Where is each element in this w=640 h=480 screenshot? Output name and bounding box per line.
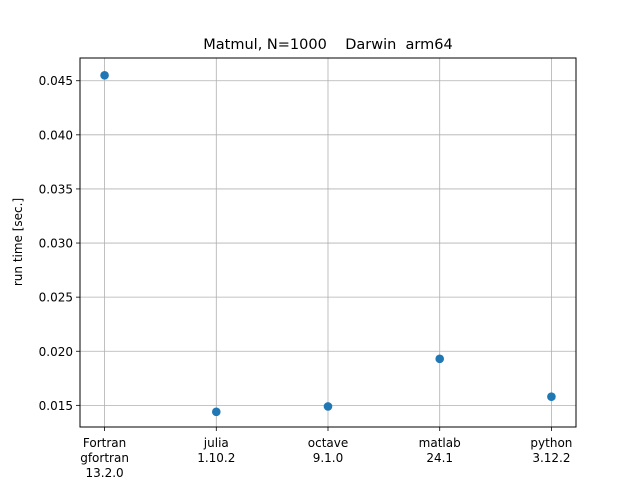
y-tick-label: 0.025 (39, 291, 73, 305)
grid-lines (80, 58, 576, 427)
y-tick-label: 0.015 (39, 399, 73, 413)
data-point (100, 71, 109, 80)
y-axis-label: run time [sec.] (11, 198, 25, 286)
x-tick-label: 9.1.0 (313, 451, 344, 465)
x-tick-label: gfortran (80, 451, 129, 465)
data-point (323, 402, 333, 411)
x-tick-label: julia (203, 436, 229, 450)
x-tick-label: 24.1 (426, 451, 453, 465)
data-points (100, 71, 556, 417)
y-axis-ticks: 0.015 0.020 0.025 0.030 0.035 0.040 0.045 (39, 74, 80, 413)
x-tick-label: 13.2.0 (85, 466, 123, 480)
data-point (211, 407, 221, 417)
data-point (547, 392, 556, 402)
x-tick-label: matlab (419, 436, 461, 450)
y-tick-label: 0.035 (39, 182, 73, 196)
plot-frame (79, 57, 577, 428)
x-tick-label: octave (308, 436, 348, 450)
y-tick-label: 0.020 (39, 345, 73, 359)
y-tick-label: 0.030 (39, 237, 73, 251)
data-point (435, 354, 445, 364)
y-tick-label: 0.045 (39, 74, 73, 88)
x-tick-label: python (530, 436, 572, 450)
x-tick-label: 3.12.2 (532, 451, 570, 465)
y-tick-label: 0.040 (39, 128, 73, 142)
chart-title: Matmul, N=1000 Darwin arm64 (203, 37, 452, 53)
x-tick-label: 1.10.2 (197, 451, 235, 465)
x-tick-label: Fortran (83, 436, 126, 450)
